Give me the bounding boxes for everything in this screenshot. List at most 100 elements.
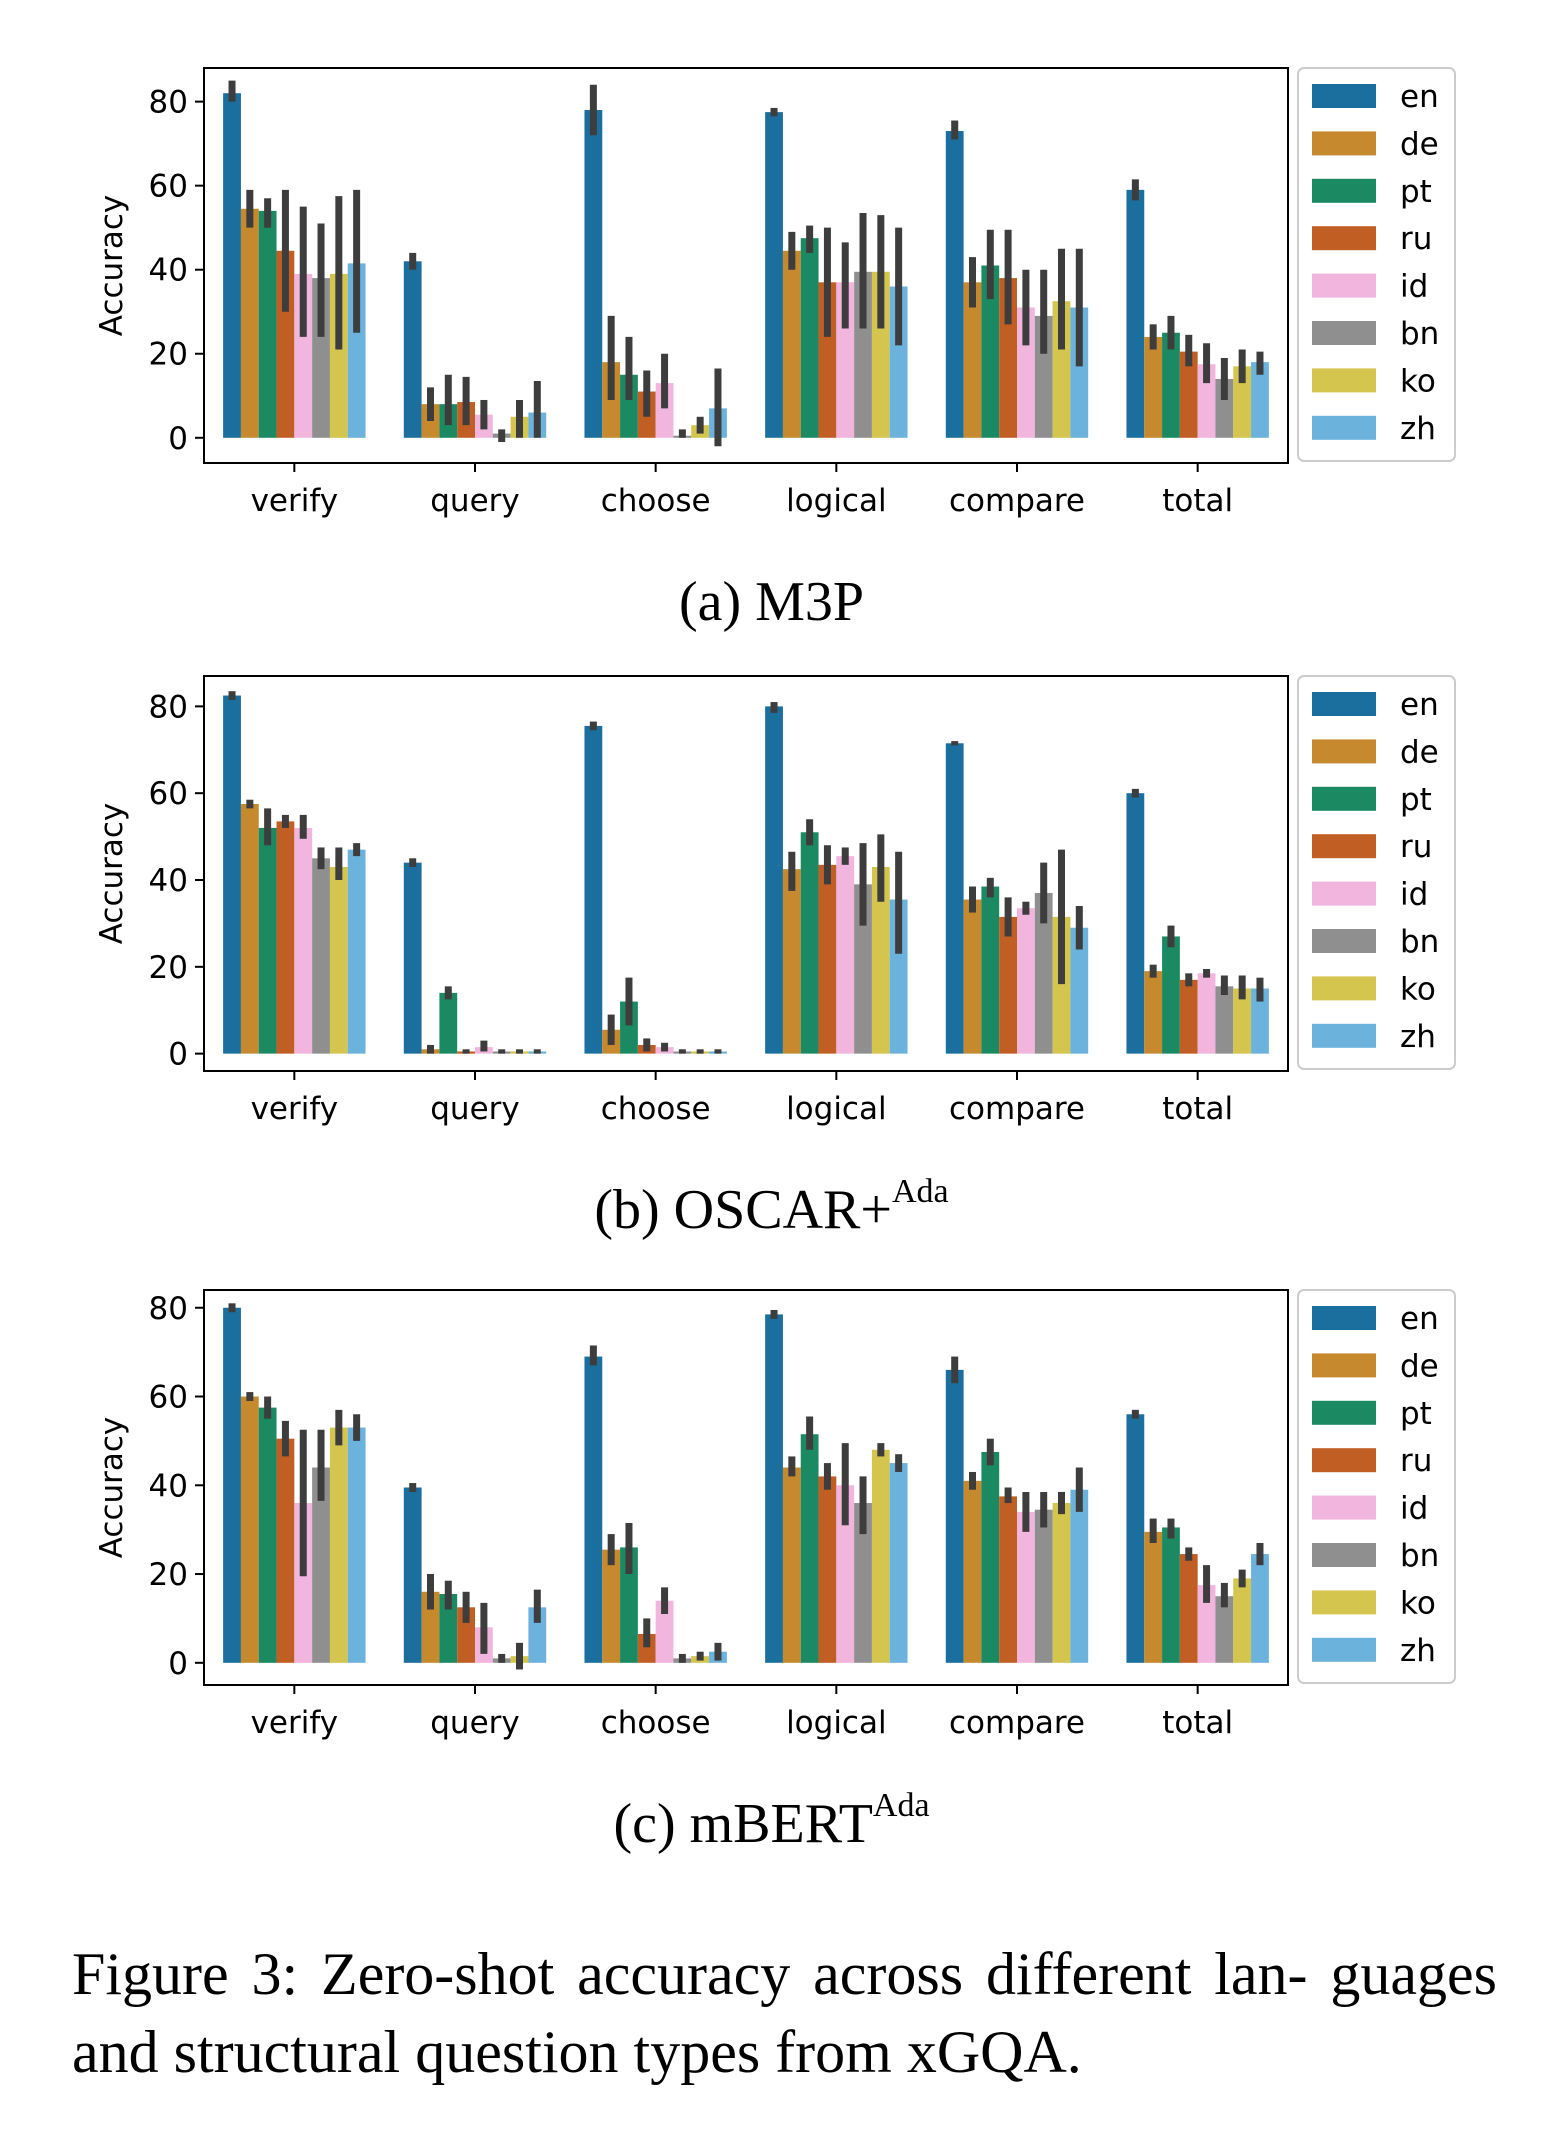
bar — [1070, 1489, 1089, 1663]
y-tick-label: 80 — [149, 689, 188, 725]
x-tick-label: verify — [251, 483, 339, 519]
plot-frame — [203, 67, 1289, 464]
legend-label: de — [1400, 126, 1439, 162]
y-tick-label: 60 — [149, 1380, 188, 1416]
y-tick-label: 80 — [149, 85, 188, 121]
panel-caption-sup: Ada — [891, 1173, 949, 1210]
bar — [871, 1449, 890, 1663]
bar — [294, 1503, 313, 1663]
bar — [1233, 366, 1252, 438]
bar — [1070, 927, 1089, 1054]
bar — [620, 1547, 638, 1663]
bar — [1162, 332, 1180, 438]
bar — [1179, 979, 1198, 1054]
bar — [1215, 986, 1234, 1054]
legend-swatch — [1312, 226, 1376, 251]
x-tick-label: compare — [949, 1091, 1085, 1127]
x-tick-label: verify — [251, 1091, 339, 1127]
bar — [1144, 336, 1163, 438]
panel-caption-text: (b) OSCAR+ — [594, 1179, 892, 1241]
bar — [1017, 1511, 1035, 1663]
legend-swatch — [1312, 739, 1376, 764]
bar — [871, 271, 890, 438]
bar — [1126, 793, 1145, 1054]
legend-swatch — [1312, 321, 1376, 345]
x-tick-label: total — [1162, 483, 1233, 519]
legend-label: pt — [1400, 782, 1432, 818]
bar — [871, 866, 890, 1054]
bar — [223, 1307, 241, 1663]
bar — [1052, 1503, 1071, 1663]
bar — [981, 1451, 1000, 1663]
x-tick-label: choose — [601, 1705, 711, 1741]
legend-label: ru — [1400, 829, 1432, 865]
x-tick-label: choose — [601, 1091, 711, 1127]
legend-swatch — [1312, 1590, 1376, 1615]
bar — [602, 1549, 621, 1663]
legend-label: de — [1400, 734, 1439, 770]
plot-frame — [203, 675, 1289, 1072]
bar — [800, 832, 819, 1054]
y-tick-label: 0 — [168, 1646, 188, 1682]
bar — [963, 899, 982, 1054]
legend-box — [1297, 67, 1456, 462]
legend-swatch — [1312, 1543, 1376, 1567]
bar — [258, 1407, 277, 1663]
bar — [1197, 973, 1216, 1054]
bar — [528, 1607, 547, 1663]
bar — [765, 112, 783, 438]
bar — [584, 110, 603, 438]
bar — [1017, 908, 1035, 1054]
bar — [312, 1467, 330, 1663]
bar — [1179, 1554, 1198, 1663]
bar — [403, 1487, 422, 1663]
legend-swatch — [1312, 178, 1376, 203]
legend-label: pt — [1400, 174, 1432, 210]
bar — [620, 374, 638, 438]
bar — [329, 866, 348, 1054]
bar — [889, 1463, 908, 1663]
bar — [1034, 315, 1053, 438]
bar — [854, 271, 872, 438]
bar — [294, 273, 313, 438]
legend-swatch — [1312, 976, 1376, 1001]
x-tick-label: query — [430, 1091, 520, 1127]
x-tick-label: compare — [949, 1705, 1085, 1741]
y-tick-label: 80 — [149, 1291, 188, 1327]
bar — [1034, 1509, 1053, 1663]
y-tick-label: 20 — [149, 1557, 188, 1593]
legend-swatch — [1312, 415, 1376, 440]
panel-caption-b: (b) OSCAR+Ada — [0, 1173, 1543, 1242]
x-tick-label: choose — [601, 483, 711, 519]
chart-m3p: 0 20 40 60 80 Accuracy verify query choose logica… — [94, 67, 1456, 519]
bar — [347, 263, 366, 438]
legend-label: ko — [1400, 971, 1436, 1007]
chart-oscar: 0 20 40 60 80 Accuracy verify query choose logica… — [94, 675, 1456, 1127]
x-tick-label: query — [430, 483, 520, 519]
bar — [347, 1427, 366, 1663]
bar — [1162, 1527, 1180, 1663]
y-tick-label: 40 — [149, 1468, 188, 1504]
chart-mbert: 0 20 40 60 80 Accuracy verify query choose logica… — [94, 1289, 1456, 1741]
x-tick-label: logical — [786, 483, 887, 519]
bar — [329, 1427, 348, 1663]
legend-label: en — [1400, 1301, 1439, 1337]
bar — [836, 856, 855, 1054]
bar — [258, 210, 277, 438]
bar — [1233, 1578, 1252, 1663]
bar — [854, 1503, 872, 1663]
bar — [655, 1600, 674, 1663]
bar — [1215, 1596, 1234, 1663]
bar — [439, 1594, 458, 1663]
bar — [276, 250, 295, 438]
bar — [1251, 988, 1269, 1054]
y-tick-label: 0 — [168, 1037, 188, 1073]
bar — [1052, 301, 1071, 438]
x-tick-label: total — [1162, 1705, 1233, 1741]
bar — [818, 282, 837, 438]
bar — [439, 992, 458, 1054]
legend-label: de — [1400, 1348, 1439, 1384]
legend-label: ko — [1400, 1585, 1436, 1621]
bar — [889, 286, 908, 438]
bar — [800, 238, 819, 438]
